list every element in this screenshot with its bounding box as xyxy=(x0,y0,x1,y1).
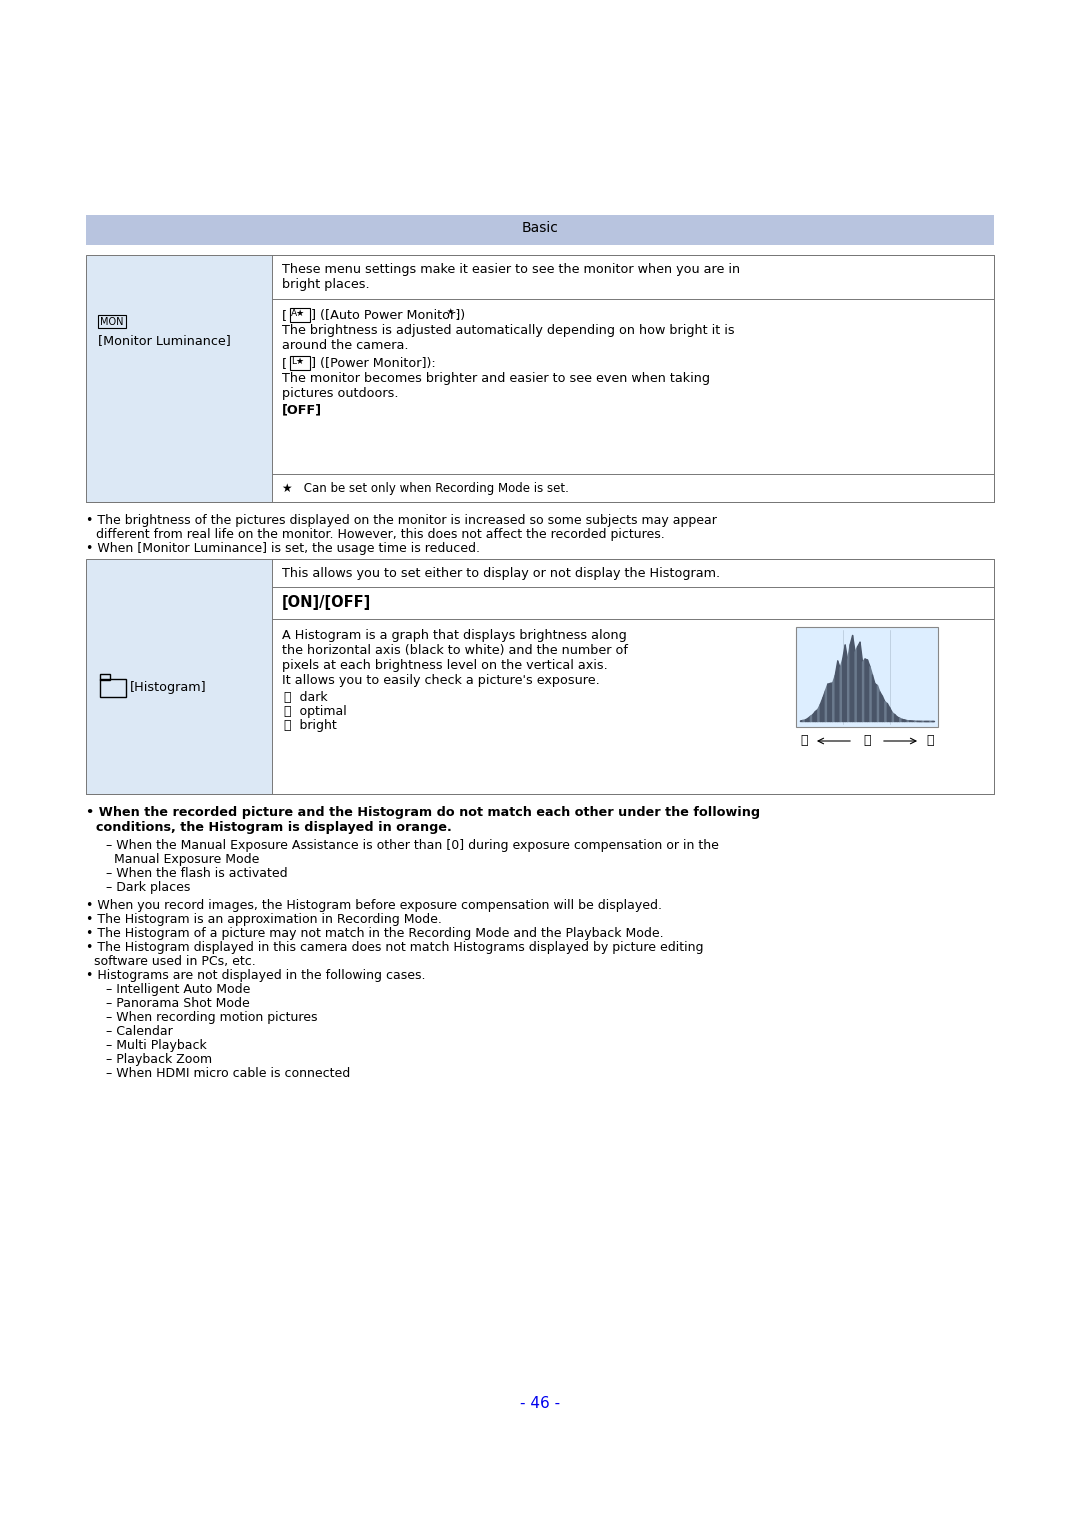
Text: – Calendar: – Calendar xyxy=(106,1025,173,1038)
Text: different from real life on the monitor. However, this does not affect the recor: different from real life on the monitor.… xyxy=(96,528,665,542)
Text: – Multi Playback: – Multi Playback xyxy=(106,1039,206,1051)
Bar xyxy=(86,559,994,794)
Text: [: [ xyxy=(282,357,287,369)
Bar xyxy=(86,559,994,794)
Text: – Playback Zoom: – Playback Zoom xyxy=(106,1053,212,1067)
Text: Ⓐ  dark: Ⓐ dark xyxy=(284,691,327,703)
Text: [ON]/[OFF]: [ON]/[OFF] xyxy=(282,595,372,610)
Text: – When the Manual Exposure Assistance is other than [0] during exposure compensa: – When the Manual Exposure Assistance is… xyxy=(106,839,719,852)
Text: It allows you to easily check a picture's exposure.: It allows you to easily check a picture'… xyxy=(282,674,599,687)
Text: The monitor becomes brighter and easier to see even when taking: The monitor becomes brighter and easier … xyxy=(282,372,710,385)
Text: bright places.: bright places. xyxy=(282,278,369,291)
Text: • The Histogram of a picture may not match in the Recording Mode and the Playbac: • The Histogram of a picture may not mat… xyxy=(86,926,663,940)
Text: The brightness is adjusted automatically depending on how bright it is: The brightness is adjusted automatically… xyxy=(282,324,734,337)
Text: – Dark places: – Dark places xyxy=(106,881,190,894)
Text: • When the recorded picture and the Histogram do not match each other under the : • When the recorded picture and the Hist… xyxy=(86,806,760,819)
Text: • The Histogram is an approximation in Recording Mode.: • The Histogram is an approximation in R… xyxy=(86,913,442,926)
Text: software used in PCs, etc.: software used in PCs, etc. xyxy=(86,955,256,967)
Text: • When you record images, the Histogram before exposure compensation will be dis: • When you record images, the Histogram … xyxy=(86,899,662,913)
Text: These menu settings make it easier to see the monitor when you are in: These menu settings make it easier to se… xyxy=(282,262,740,276)
Text: Manual Exposure Mode: Manual Exposure Mode xyxy=(106,853,259,865)
Text: [Histogram]: [Histogram] xyxy=(130,681,206,694)
Bar xyxy=(86,215,994,246)
Bar xyxy=(796,627,939,726)
Bar xyxy=(98,314,126,328)
Text: [: [ xyxy=(282,308,287,322)
Text: ] ([Auto Power Monitor]): ] ([Auto Power Monitor]) xyxy=(311,308,465,322)
Bar xyxy=(86,255,994,502)
Text: ★   Can be set only when Recording Mode is set.: ★ Can be set only when Recording Mode is… xyxy=(282,482,569,494)
Text: Ⓑ  optimal: Ⓑ optimal xyxy=(284,705,347,719)
Text: - 46 -: - 46 - xyxy=(519,1396,561,1412)
Text: the horizontal axis (black to white) and the number of: the horizontal axis (black to white) and… xyxy=(282,644,627,658)
Text: pictures outdoors.: pictures outdoors. xyxy=(282,388,399,400)
Text: • The brightness of the pictures displayed on the monitor is increased so some s: • The brightness of the pictures display… xyxy=(86,514,717,526)
Text: Ⓐ: Ⓐ xyxy=(800,734,808,748)
Bar xyxy=(86,255,272,502)
Text: MON: MON xyxy=(100,317,123,327)
Text: – Panorama Shot Mode: – Panorama Shot Mode xyxy=(106,996,249,1010)
Text: [OFF]: [OFF] xyxy=(282,403,322,417)
Text: This allows you to set either to display or not display the Histogram.: This allows you to set either to display… xyxy=(282,568,720,580)
Text: Ⓒ: Ⓒ xyxy=(927,734,934,748)
Text: – Intelligent Auto Mode: – Intelligent Auto Mode xyxy=(106,983,251,996)
Text: Basic: Basic xyxy=(522,221,558,235)
Text: ★: ★ xyxy=(446,307,454,316)
Text: A★: A★ xyxy=(291,308,306,317)
Text: around the camera.: around the camera. xyxy=(282,339,408,353)
Bar xyxy=(86,255,994,502)
Text: Ⓑ: Ⓑ xyxy=(863,734,870,748)
Text: pixels at each brightness level on the vertical axis.: pixels at each brightness level on the v… xyxy=(282,659,608,671)
Bar xyxy=(100,674,110,681)
Text: • The Histogram displayed in this camera does not match Histograms displayed by : • The Histogram displayed in this camera… xyxy=(86,942,703,954)
Text: :: : xyxy=(453,308,460,322)
Text: • Histograms are not displayed in the following cases.: • Histograms are not displayed in the fo… xyxy=(86,969,426,983)
Text: – When recording motion pictures: – When recording motion pictures xyxy=(106,1012,318,1024)
Text: – When the flash is activated: – When the flash is activated xyxy=(106,867,287,881)
Text: [Monitor Luminance]: [Monitor Luminance] xyxy=(98,334,231,346)
Text: – When HDMI micro cable is connected: – When HDMI micro cable is connected xyxy=(106,1067,350,1080)
Text: conditions, the Histogram is displayed in orange.: conditions, the Histogram is displayed i… xyxy=(96,821,451,835)
Bar xyxy=(86,559,272,794)
Text: • When [Monitor Luminance] is set, the usage time is reduced.: • When [Monitor Luminance] is set, the u… xyxy=(86,542,480,555)
Bar xyxy=(291,308,310,322)
Bar xyxy=(291,356,310,369)
Text: Ⓒ  bright: Ⓒ bright xyxy=(284,719,337,732)
Bar xyxy=(100,679,126,697)
Text: ] ([Power Monitor]):: ] ([Power Monitor]): xyxy=(311,357,435,369)
Text: L★: L★ xyxy=(291,357,305,366)
Text: A Histogram is a graph that displays brightness along: A Histogram is a graph that displays bri… xyxy=(282,629,626,642)
